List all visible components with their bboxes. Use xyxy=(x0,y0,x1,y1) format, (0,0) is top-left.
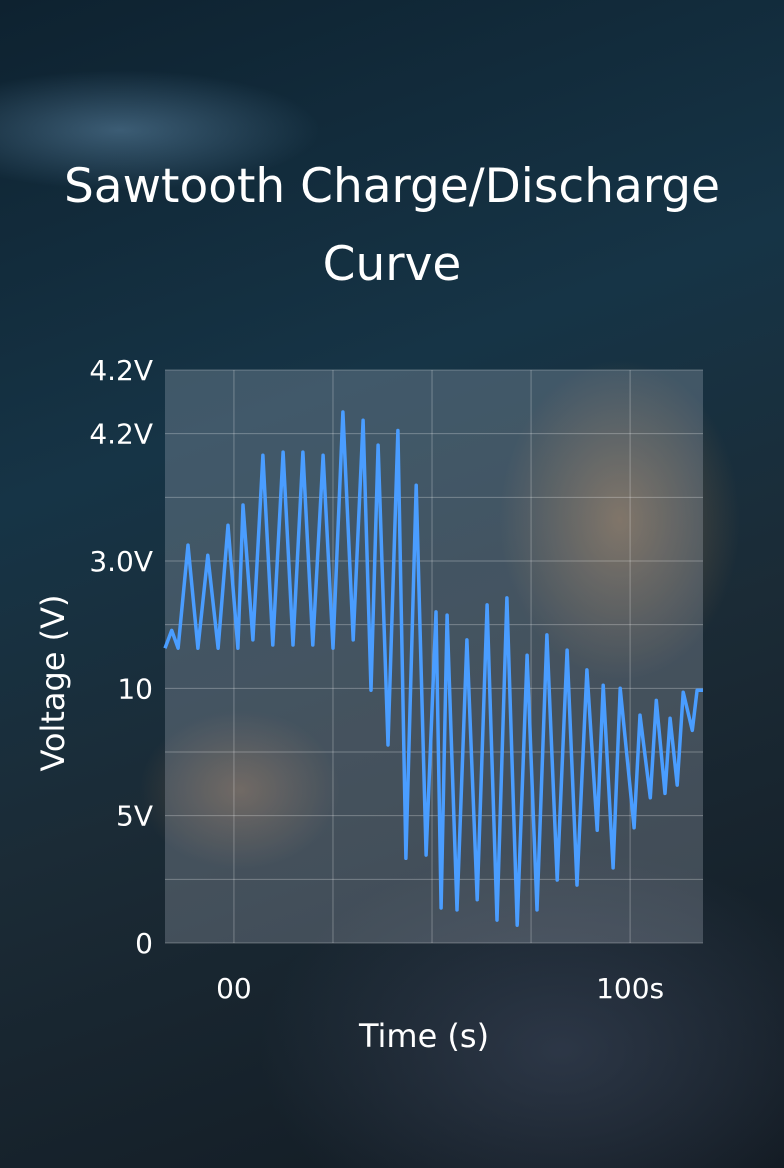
x-tick-label: 00 xyxy=(216,972,252,1005)
x-tick-label: 100s xyxy=(596,972,664,1005)
y-tick-label: 4.2V xyxy=(89,418,153,451)
y-axis-label: Voltage (V) xyxy=(34,594,72,771)
y-tick-label: 0 xyxy=(135,927,153,960)
y-tick-label: 10 xyxy=(117,672,153,705)
chart-title: Sawtooth Charge/Discharge Curve xyxy=(63,159,721,292)
y-tick-label: 5V xyxy=(116,800,153,833)
x-axis-label: Time (s) xyxy=(358,1017,489,1055)
y-tick-label: 4.2V xyxy=(89,354,153,387)
line-series xyxy=(163,410,703,927)
y-tick-label: 3.0V xyxy=(89,545,153,578)
